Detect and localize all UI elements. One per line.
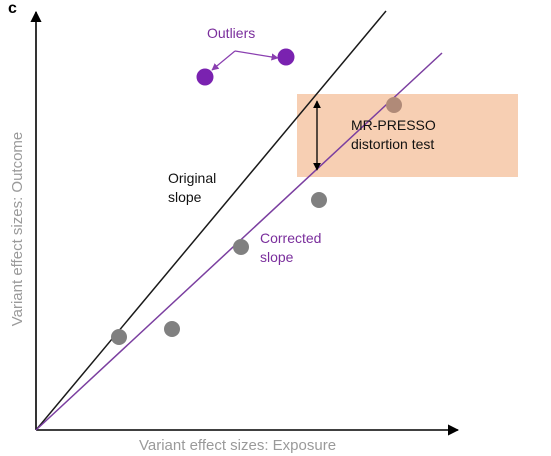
variant-point: [233, 239, 249, 255]
variant-point: [164, 321, 180, 337]
variant-point: [111, 329, 127, 345]
outlier-arrow-right: [235, 51, 278, 58]
y-axis-title: Variant effect sizes: Outcome: [9, 132, 26, 327]
outlier-arrow-left: [212, 51, 235, 70]
corrected-slope-label: Corrected slope: [260, 230, 325, 265]
distortion-test-line1: MR-PRESSO: [351, 117, 436, 133]
outlier-point: [197, 69, 214, 86]
corrected-slope-line2: slope: [260, 249, 294, 265]
original-slope-label: Original slope: [168, 170, 220, 205]
outlier-point: [278, 49, 295, 66]
variant-point: [311, 192, 327, 208]
x-axis-title: Variant effect sizes: Exposure: [139, 437, 336, 454]
corrected-slope-line1: Corrected: [260, 230, 321, 246]
original-slope-line1: Original: [168, 170, 216, 186]
outliers-label: Outliers: [207, 25, 255, 41]
distortion-test-line2: distortion test: [351, 136, 434, 152]
panel-label: c: [8, 0, 17, 17]
variant-point-in-box: [386, 97, 402, 113]
original-slope-line2: slope: [168, 189, 202, 205]
